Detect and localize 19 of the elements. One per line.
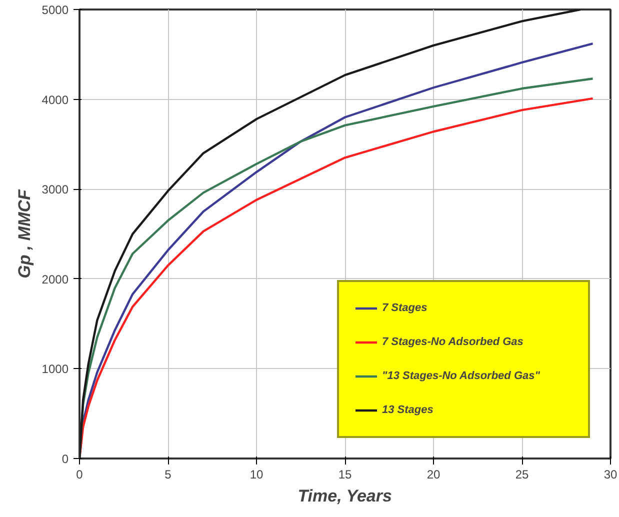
x-tick-label: 10 — [250, 468, 264, 482]
legend-label: "13 Stages-No Adsorbed Gas" — [382, 370, 541, 382]
x-tick-label: 30 — [604, 468, 618, 482]
y-axis-title: Gp , MMCF — [14, 189, 34, 278]
legend-label: 7 Stages-No Adsorbed Gas — [382, 336, 524, 348]
y-tick-label: 2000 — [42, 272, 69, 286]
y-tick-label: 5000 — [42, 3, 69, 17]
x-tick-label: 15 — [338, 468, 352, 482]
legend-label: 7 Stages — [382, 302, 428, 314]
x-tick-label: 20 — [426, 468, 440, 482]
y-tick-label: 0 — [62, 452, 69, 466]
x-axis-title: Time, Years — [298, 486, 392, 506]
y-tick-label: 4000 — [42, 92, 69, 107]
y-tick-label: 3000 — [42, 182, 69, 197]
y-tick-label: 1000 — [42, 362, 69, 376]
legend-label: 13 Stages — [382, 404, 434, 416]
x-tick-label: 5 — [164, 468, 172, 482]
x-tick-label: 0 — [76, 468, 84, 482]
x-tick-label: 25 — [515, 468, 529, 482]
